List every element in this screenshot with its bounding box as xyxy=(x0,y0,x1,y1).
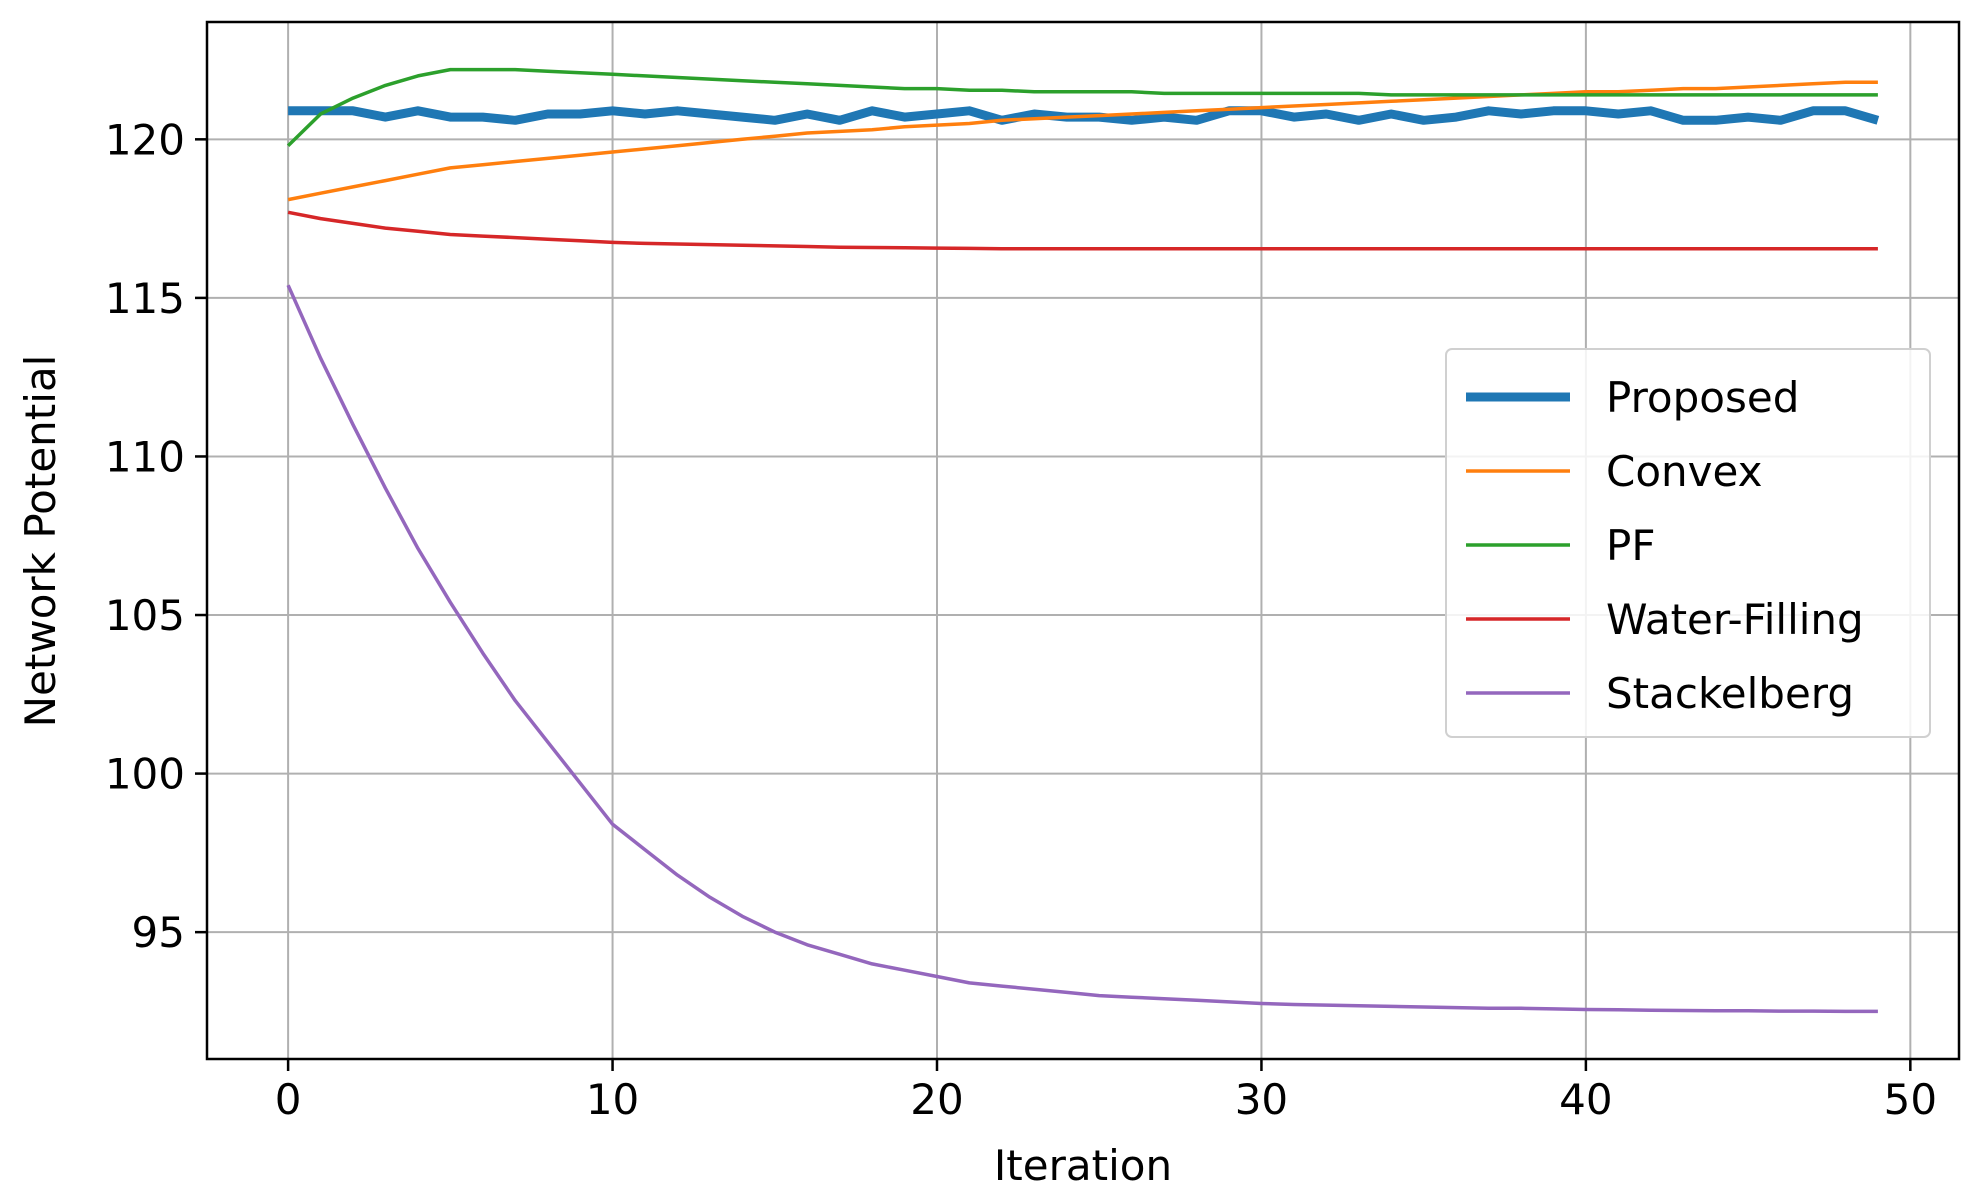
y-tick-label: 95 xyxy=(132,908,185,957)
series-line-stackelberg xyxy=(286,284,1878,1014)
x-tick-label: 30 xyxy=(1235,1075,1288,1124)
y-tick-label: 115 xyxy=(105,274,185,323)
series-line-water-filling xyxy=(287,210,1878,251)
legend-label-proposed: Proposed xyxy=(1606,373,1799,422)
y-tick-label: 105 xyxy=(105,591,185,640)
legend-label-pf: PF xyxy=(1606,521,1656,570)
y-tick-label: 120 xyxy=(105,115,185,164)
y-tick-label: 100 xyxy=(105,750,185,799)
legend: Proposed Convex PF Water-Filling Stackelberg xyxy=(1445,348,1931,738)
series-line-pf xyxy=(286,67,1878,147)
x-tick-label: 40 xyxy=(1559,1075,1612,1124)
axis-ticks: 0 10 20 30 40 50 95 100 105 110 115 120 xyxy=(105,115,1937,1124)
y-tick-label: 110 xyxy=(105,432,185,481)
x-tick-label: 10 xyxy=(586,1075,639,1124)
y-axis-label: Network Potential xyxy=(16,355,65,728)
series-line-convex xyxy=(287,80,1878,202)
x-tick-label: 0 xyxy=(275,1075,302,1124)
series-lines xyxy=(286,67,1880,1014)
legend-label-stackelberg: Stackelberg xyxy=(1606,669,1854,718)
x-tick-label: 20 xyxy=(910,1075,963,1124)
legend-box xyxy=(1445,348,1931,738)
legend-label-convex: Convex xyxy=(1606,447,1762,496)
x-axis-label: Iteration xyxy=(994,1141,1172,1190)
plot-frame xyxy=(205,20,1961,1061)
x-tick-label: 50 xyxy=(1884,1075,1937,1124)
legend-label-water-filling: Water-Filling xyxy=(1606,595,1864,644)
